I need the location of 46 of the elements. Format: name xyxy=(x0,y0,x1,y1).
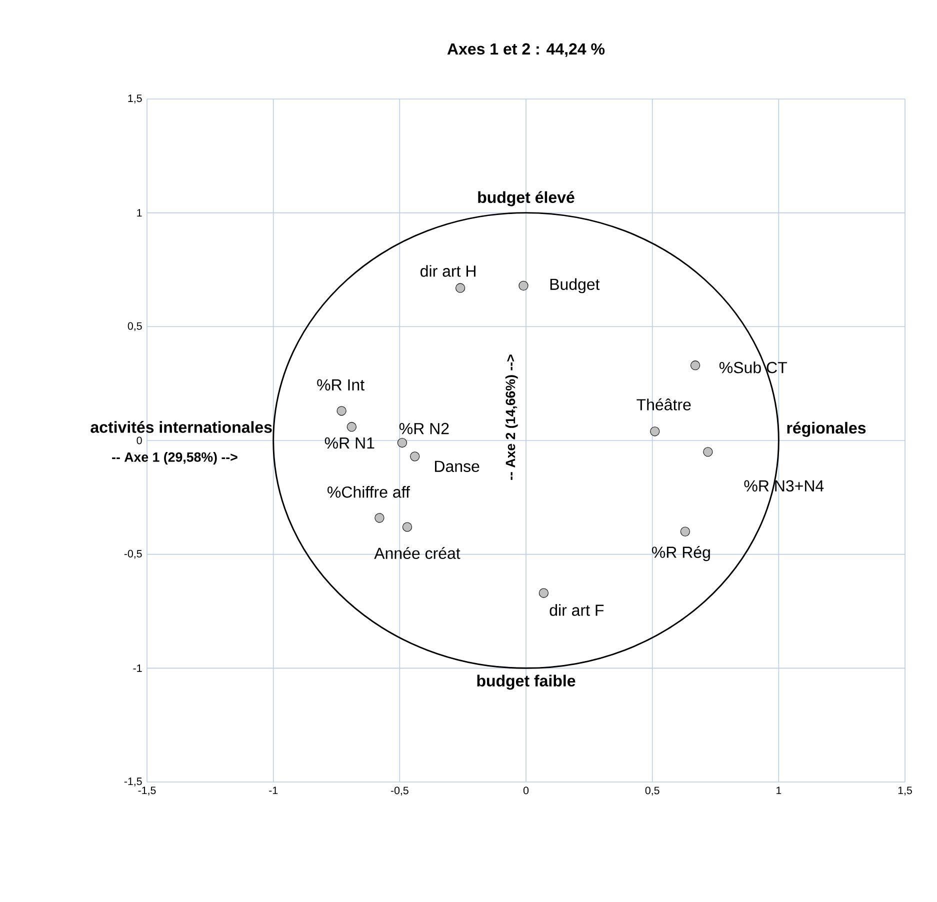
annotation: %R N3+N4 xyxy=(744,480,824,492)
annotation: Danse xyxy=(435,460,480,472)
x-tick-label: -0,5 xyxy=(390,786,408,796)
annotation: %Sub CT xyxy=(719,361,787,374)
point xyxy=(397,438,407,448)
x-axis-title: -- Axe 1 (29,58%) --> xyxy=(112,452,238,464)
chart-title: Axes 1 et 2 : 44,24 % xyxy=(447,43,605,57)
point xyxy=(346,422,356,432)
x-tick-label: 0,5 xyxy=(645,786,660,796)
y-tick-label: -1,5 xyxy=(124,778,142,786)
point xyxy=(690,360,700,370)
y-tick-label: 0,5 xyxy=(128,322,142,332)
x-tick-label: 0 xyxy=(523,786,529,794)
y-tick-label: -0,5 xyxy=(124,550,142,559)
point xyxy=(456,283,466,293)
point xyxy=(374,513,384,523)
annotation: dir art F xyxy=(550,604,604,616)
point xyxy=(518,280,528,290)
x-tick-label: -1 xyxy=(269,786,278,794)
y-tick-label: 0 xyxy=(136,436,142,444)
annotation: %R Int xyxy=(317,379,364,391)
point xyxy=(336,406,346,416)
annotation: Année créat xyxy=(374,547,460,559)
annotation: activités internationales xyxy=(90,421,272,433)
y-axis-title: -- Axe 2 (14,66%) --> xyxy=(505,354,518,480)
annotation: %R N2 xyxy=(399,422,449,434)
x-tick-label: 1,5 xyxy=(898,786,912,796)
point xyxy=(680,526,690,536)
y-tick-label: -1 xyxy=(133,664,142,672)
annotation: budget élevé xyxy=(478,191,574,206)
point xyxy=(650,426,660,436)
y-tick-label: 1,5 xyxy=(128,94,142,104)
annotation: budget faible xyxy=(477,674,576,690)
annotation: Budget xyxy=(550,278,600,294)
x-tick-label: 1 xyxy=(776,786,782,794)
point xyxy=(703,447,713,457)
point xyxy=(402,522,412,532)
annotation: %R N1 xyxy=(324,437,374,449)
point xyxy=(538,588,548,598)
annotation: %R Rég xyxy=(652,546,710,562)
y-tick-label: 1 xyxy=(137,209,142,216)
point xyxy=(410,452,420,462)
annotation: %Chiffre aff xyxy=(328,486,410,498)
annotation: Théâtre xyxy=(636,398,691,410)
annotation: régionales xyxy=(787,422,866,437)
annotation: dir art H xyxy=(420,265,476,277)
